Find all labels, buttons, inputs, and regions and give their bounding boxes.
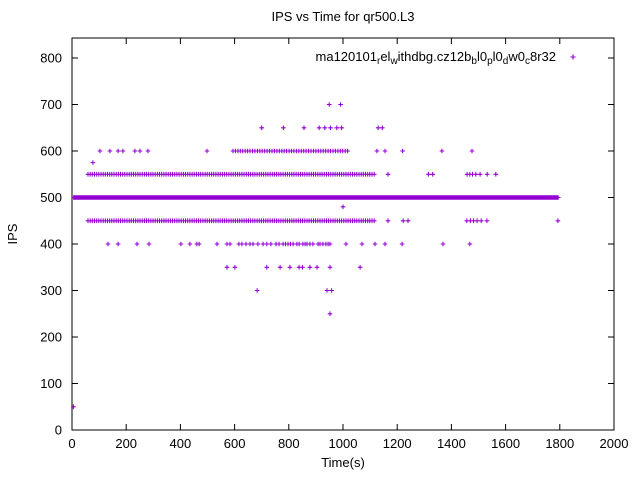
series-points-ips-450 [85,218,561,224]
y-tick-label: 0 [55,423,62,438]
y-tick-label: 800 [40,51,62,66]
series-points-ips-300 [254,288,334,293]
chart-title: IPS vs Time for qr500.L3 [271,9,414,24]
legend-marker-plus-icon [570,54,576,60]
x-axis-label: Time(s) [321,455,365,470]
y-tick-label: 500 [40,190,62,205]
series-points-ips-550 [85,171,499,177]
x-tick-label: 1600 [491,436,520,451]
series-points-ips-480 [340,204,346,210]
x-tick-label: 1800 [545,436,574,451]
x-tick-label: 1200 [383,436,412,451]
x-tick-label: 400 [170,436,192,451]
series-points-ips-575 [90,160,96,165]
axes: 0 200 400 600 800 1000 1200 1400 1600 1800 2000 0 10… [40,37,629,451]
x-tick-label: 1400 [437,436,466,451]
y-tick-label: 400 [40,237,62,252]
legend: ma120101relwithdbg.cz12bbl0pl0dw0c8r32 [316,49,576,67]
y-axis-label: IPS [5,223,20,244]
series-points-ips-50 [71,404,76,410]
legend-label: ma120101relwithdbg.cz12bbl0pl0dw0c8r32 [316,49,556,67]
x-tick-label: 0 [68,436,75,451]
plot-border [71,37,615,431]
x-tick-label: 600 [224,436,246,451]
series-points-ips-700 [326,102,343,107]
y-tick-label: 100 [40,376,62,391]
y-tick-label: 300 [40,283,62,298]
series-points-ips-400 [105,241,473,247]
y-tick-label: 600 [40,144,62,159]
series-points-ips-650 [259,125,385,131]
y-tick-label: 200 [40,330,62,345]
x-tick-label: 2000 [600,436,629,451]
series-points-ips-250 [327,311,333,317]
series-points-ips-350 [224,264,363,270]
y-tick-label: 700 [40,97,62,112]
plot-area [71,102,561,410]
series-points-ips-600 [97,148,475,154]
x-tick-label: 1000 [329,436,358,451]
x-tick-label: 200 [115,436,137,451]
series-points-ips-500 [71,195,561,200]
x-tick-label: 800 [278,436,300,451]
